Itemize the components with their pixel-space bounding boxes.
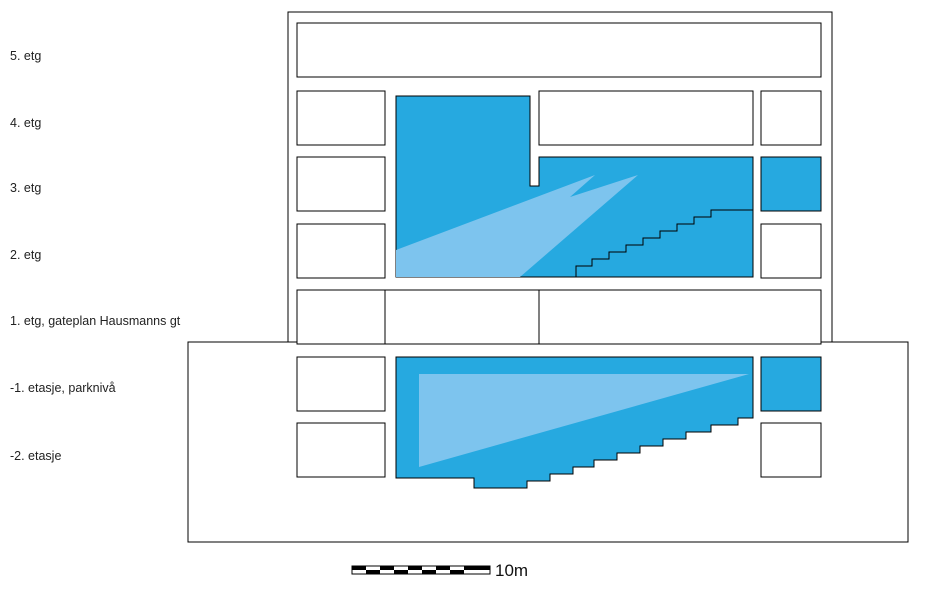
floor-label-minus2: -2. etasje — [10, 449, 61, 463]
scale-bar-segment — [366, 570, 380, 574]
room-3-etg-right-blue — [760, 156, 822, 212]
upper-light-wedge — [396, 175, 638, 277]
room-minus2-right — [760, 422, 822, 478]
scale-bar-segment — [464, 566, 490, 570]
room-5-etg-full — [296, 22, 822, 78]
scale-bar-segment — [450, 570, 464, 574]
room-2-etg-right — [760, 223, 822, 279]
floor-label-2-etg: 2. etg — [10, 248, 41, 262]
upper-stair-line — [575, 209, 753, 277]
floor-label-minus1: -1. etasje, parknivå — [10, 381, 116, 395]
room-4-etg-right — [760, 90, 822, 146]
room-3-etg-left — [296, 156, 386, 212]
scale-bar-segment — [436, 566, 450, 570]
floor-label-1-etg: 1. etg, gateplan Hausmanns gt — [10, 314, 181, 328]
room-1-etg-right — [538, 289, 822, 345]
scale-bar-segment — [394, 570, 408, 574]
room-2-etg-left — [296, 223, 386, 279]
lower-light-wedge — [419, 374, 749, 467]
room-minus1-right-blue — [760, 356, 822, 412]
scale-bar: 10m — [351, 561, 528, 580]
floor-label-4-etg: 4. etg — [10, 116, 41, 130]
room-4-etg-middle — [538, 90, 754, 146]
room-4-etg-left — [296, 90, 386, 146]
room-1-etg-left — [296, 289, 386, 345]
room-minus1-left — [296, 356, 386, 412]
scale-bar-segment — [408, 566, 422, 570]
scale-bar-segment — [422, 570, 436, 574]
floor-label-5-etg: 5. etg — [10, 49, 41, 63]
room-minus2-left — [296, 422, 386, 478]
scale-bar-segment — [380, 566, 394, 570]
scale-bar-label: 10m — [495, 561, 528, 580]
floor-label-3-etg: 3. etg — [10, 181, 41, 195]
room-1-etg-middle — [384, 289, 540, 345]
scale-bar-segment — [352, 566, 366, 570]
